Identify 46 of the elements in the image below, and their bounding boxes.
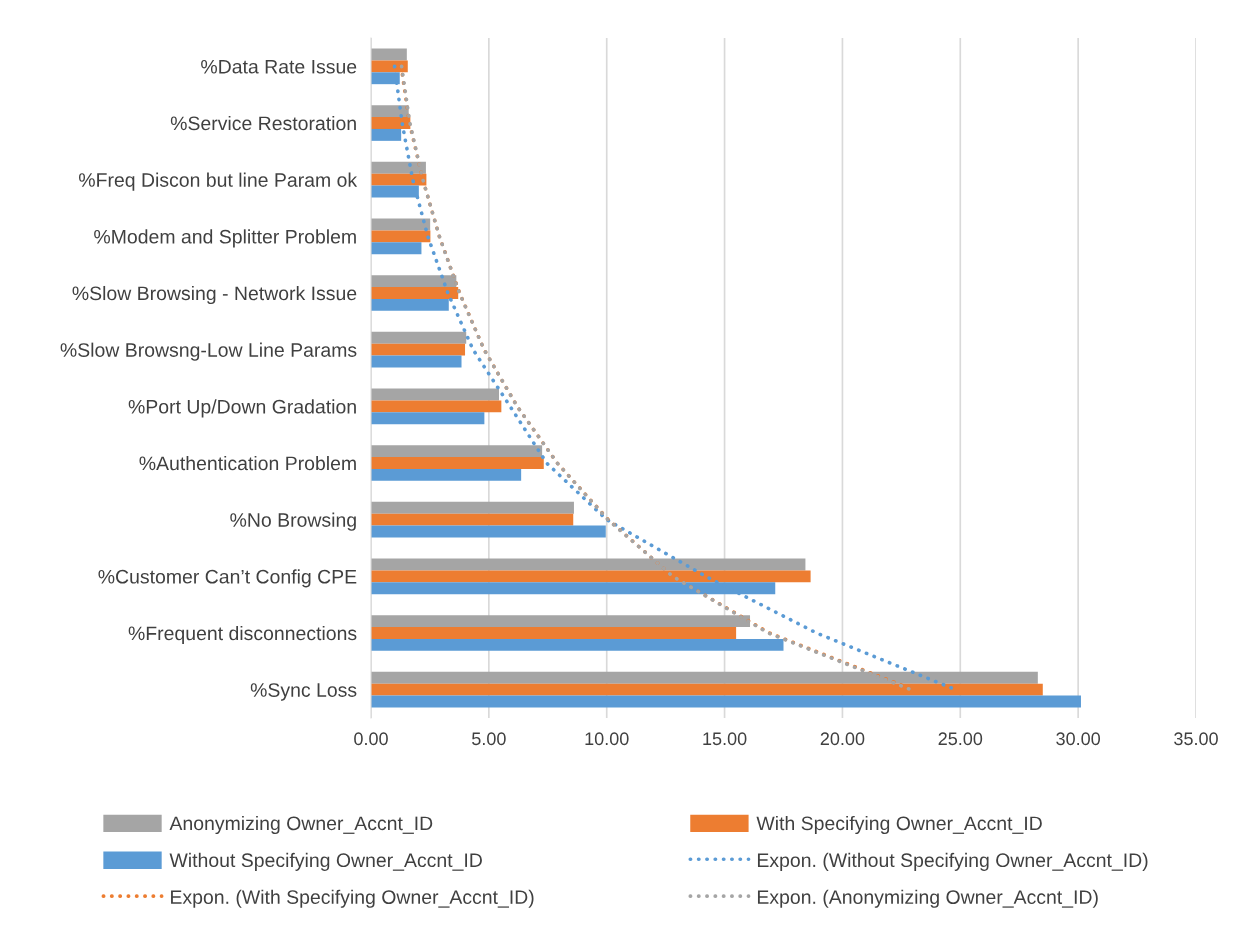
bar — [371, 525, 606, 538]
bar — [371, 501, 574, 514]
bar — [371, 627, 737, 639]
y-tick-label: %Customer Can’t Config CPE — [98, 569, 357, 588]
bar — [371, 343, 466, 356]
x-tick-label: 15.00 — [703, 732, 747, 746]
bar — [371, 468, 522, 481]
y-tick-label: %Slow Browsng-Low Line Params — [60, 342, 357, 361]
x-tick-label: 10.00 — [585, 732, 629, 746]
y-tick-label: %Frequent disconnections — [128, 625, 357, 645]
x-tick-label: 35.00 — [1174, 732, 1218, 746]
y-tick-label: %Slow Browsing - Network Issue — [72, 285, 357, 305]
legend-label: With Specifying Owner_Accnt_ID — [756, 815, 1042, 835]
x-tick-label: 20.00 — [820, 732, 865, 746]
x-tick-label: 25.00 — [938, 732, 983, 746]
bar — [371, 388, 499, 401]
bar — [371, 230, 431, 243]
bar — [371, 412, 485, 425]
bar — [371, 218, 431, 231]
bar — [371, 355, 462, 368]
bar — [371, 242, 422, 255]
y-tick-label: %Port Up/Down Gradation — [128, 399, 356, 418]
legend-label: Expon. (Without Specifying Owner_Accnt_ID) — [757, 852, 1148, 871]
bar — [371, 400, 502, 413]
legend-label: Expon. (Anonymizing Owner_Accnt_ID) — [757, 889, 1098, 908]
y-tick-label: %No Browsing — [230, 512, 356, 531]
x-tick-label: 30.00 — [1056, 732, 1101, 746]
legend-label: Expon. (With Specifying Owner_Accnt_ID) — [171, 889, 534, 908]
x-tick-label: 5.00 — [472, 732, 506, 746]
bar — [371, 287, 459, 299]
bar — [371, 331, 467, 344]
bar — [371, 513, 574, 526]
y-tick-label: %Modem and Splitter Problem — [94, 229, 356, 248]
y-tick-label: %Sync Loss — [250, 683, 357, 701]
y-tick-label: %Authentication Problem — [139, 455, 356, 471]
bar — [371, 48, 407, 61]
bar — [371, 457, 544, 469]
legend-label: Without Specifying Owner_Accnt_ID — [169, 852, 482, 871]
y-tick-label: %Data Rate Issue — [201, 59, 357, 74]
y-tick-label: %Service Restoration — [170, 115, 356, 131]
y-tick-label: %Freq Discon but line Param ok — [79, 172, 358, 191]
legend-label: Anonymizing Owner_Accnt_ID — [169, 815, 433, 835]
bar — [371, 695, 1081, 708]
x-tick-label: 0.00 — [354, 732, 388, 746]
bar — [371, 638, 784, 651]
bar — [371, 570, 811, 583]
